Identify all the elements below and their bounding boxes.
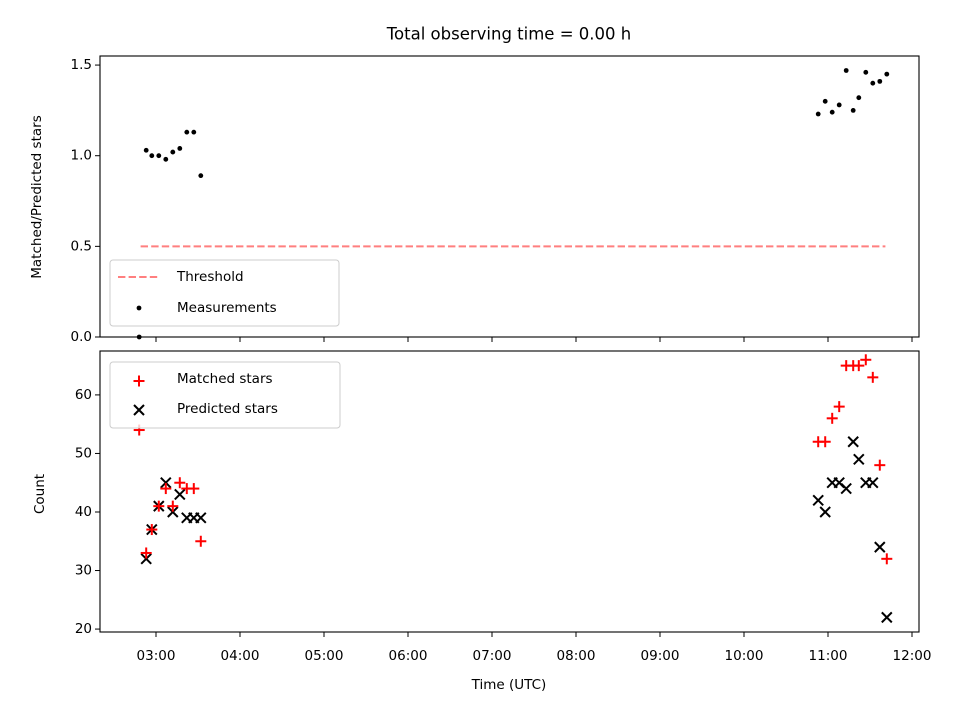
measurement-point — [877, 78, 883, 84]
measurements-legend-swatch — [136, 305, 142, 311]
measurement-point — [198, 173, 204, 179]
x-axis-label: Time (UTC) — [471, 677, 547, 693]
matched-star-point — [860, 354, 872, 366]
count-x-axis: 03:00 04:00 05:00 06:00 07:00 08:00 09:00 10:00… — [137, 632, 932, 664]
x-tick-label: 05:00 — [305, 648, 344, 664]
predicted-star-point — [167, 506, 179, 518]
chart-title: Total observing time = 0.00 h — [386, 25, 631, 44]
matched-star-point — [167, 500, 179, 512]
matched-star-point — [188, 483, 200, 495]
matched-star-point — [146, 524, 158, 536]
measurement-point — [856, 95, 862, 101]
x-tick-label: 08:00 — [557, 648, 596, 664]
measurement-point — [863, 69, 869, 75]
matched-star-point — [195, 535, 207, 547]
measurement-point — [191, 129, 197, 135]
x-tick-label: 06:00 — [389, 648, 428, 664]
predicted-star-point — [847, 436, 859, 448]
x-tick-label: 07:00 — [473, 648, 512, 664]
matched-star-point — [826, 412, 838, 424]
predicted-star-point — [867, 477, 879, 489]
predicted-star-point — [840, 482, 852, 495]
ratio-y-axis: 0.0 0.5 1.0 1.5 — [71, 57, 100, 345]
measurement-point — [163, 156, 169, 162]
count-y-axis: 20 30 40 50 60 — [75, 387, 100, 637]
count-axes-frame — [99, 350, 920, 633]
matched-star-point — [881, 553, 893, 565]
predicted-stars-legend-swatch — [133, 404, 145, 416]
matched-star-point — [174, 477, 186, 489]
count-y-tick-label: 60 — [75, 387, 92, 403]
count-y-axis-label: Count — [32, 474, 48, 514]
ratio-marks — [136, 68, 890, 340]
ratio-y-axis-label: Matched/Predicted stars — [29, 115, 45, 278]
measurement-point — [870, 80, 876, 86]
predicted-star-point — [881, 611, 893, 624]
measurement-point — [149, 153, 155, 159]
x-tick-label: 12:00 — [893, 648, 932, 664]
count-y-tick-label: 50 — [75, 445, 92, 461]
measurement-point — [829, 109, 835, 115]
predicted-star-point — [160, 477, 172, 489]
count-marks — [133, 354, 893, 624]
measurements-legend-label: Measurements — [177, 300, 277, 316]
threshold-legend-label: Threshold — [176, 269, 244, 285]
measurement-point — [184, 129, 190, 135]
predicted-star-point — [174, 488, 186, 501]
matched-star-point — [874, 459, 886, 471]
predicted-star-point — [874, 541, 886, 553]
predicted-star-point — [812, 494, 824, 506]
matched-star-point — [867, 371, 879, 383]
measurement-point — [143, 147, 149, 153]
count-legend-frame — [109, 361, 341, 429]
predicted-star-point — [140, 553, 152, 565]
ratio-y-tick-label: 0.5 — [71, 238, 92, 254]
x-tick-label: 04:00 — [221, 648, 260, 664]
matched-star-point — [153, 500, 165, 512]
ratio-y-tick-label: 1.5 — [71, 57, 92, 73]
x-tick-label: 03:00 — [137, 648, 176, 664]
x-tick-label: 09:00 — [641, 648, 680, 664]
matched-star-point — [160, 483, 172, 495]
ratio-x-ticks — [155, 337, 913, 342]
measurement-point — [177, 146, 183, 151]
predicted-star-point — [195, 512, 207, 524]
predicted-star-point — [819, 506, 831, 518]
x-tick-label: 10:00 — [725, 648, 764, 664]
matched-star-point — [140, 547, 152, 559]
predicted-star-point — [853, 453, 865, 466]
matched-star-point — [833, 401, 845, 413]
matched-stars-legend-swatch — [133, 375, 145, 387]
measurement-point — [843, 68, 849, 73]
measurement-point — [815, 111, 821, 117]
count-panel: 20 30 40 50 60 03:00 04:00 05:00 06:00 07:00 08:0… — [32, 350, 932, 693]
measurement-point — [170, 149, 176, 155]
measurement-point — [836, 102, 842, 108]
x-tick-label: 11:00 — [809, 648, 848, 664]
matched-stars-legend-label: Matched stars — [177, 371, 273, 387]
measurement-point — [156, 153, 162, 159]
count-y-tick-label: 40 — [75, 504, 92, 520]
count-legend: Matched stars Predicted stars — [109, 361, 341, 429]
matched-star-point — [853, 360, 865, 372]
measurement-point — [884, 71, 890, 77]
ratio-legend-frame — [109, 259, 340, 327]
ratio-panel: 0.0 0.5 1.0 1.5 Matched/Predicted stars Thr… — [29, 55, 920, 345]
measurement-point — [822, 98, 828, 104]
measurement-point — [850, 107, 856, 113]
ratio-axes-frame — [99, 55, 920, 338]
predicted-stars-legend-label: Predicted stars — [177, 401, 278, 417]
ratio-y-tick-label: 0.0 — [71, 329, 92, 345]
ratio-y-tick-label: 1.0 — [71, 148, 92, 164]
count-y-tick-label: 30 — [75, 563, 92, 579]
matched-star-point — [819, 436, 831, 448]
count-y-tick-label: 20 — [75, 621, 92, 637]
ratio-legend: Threshold Measurements — [109, 259, 340, 327]
